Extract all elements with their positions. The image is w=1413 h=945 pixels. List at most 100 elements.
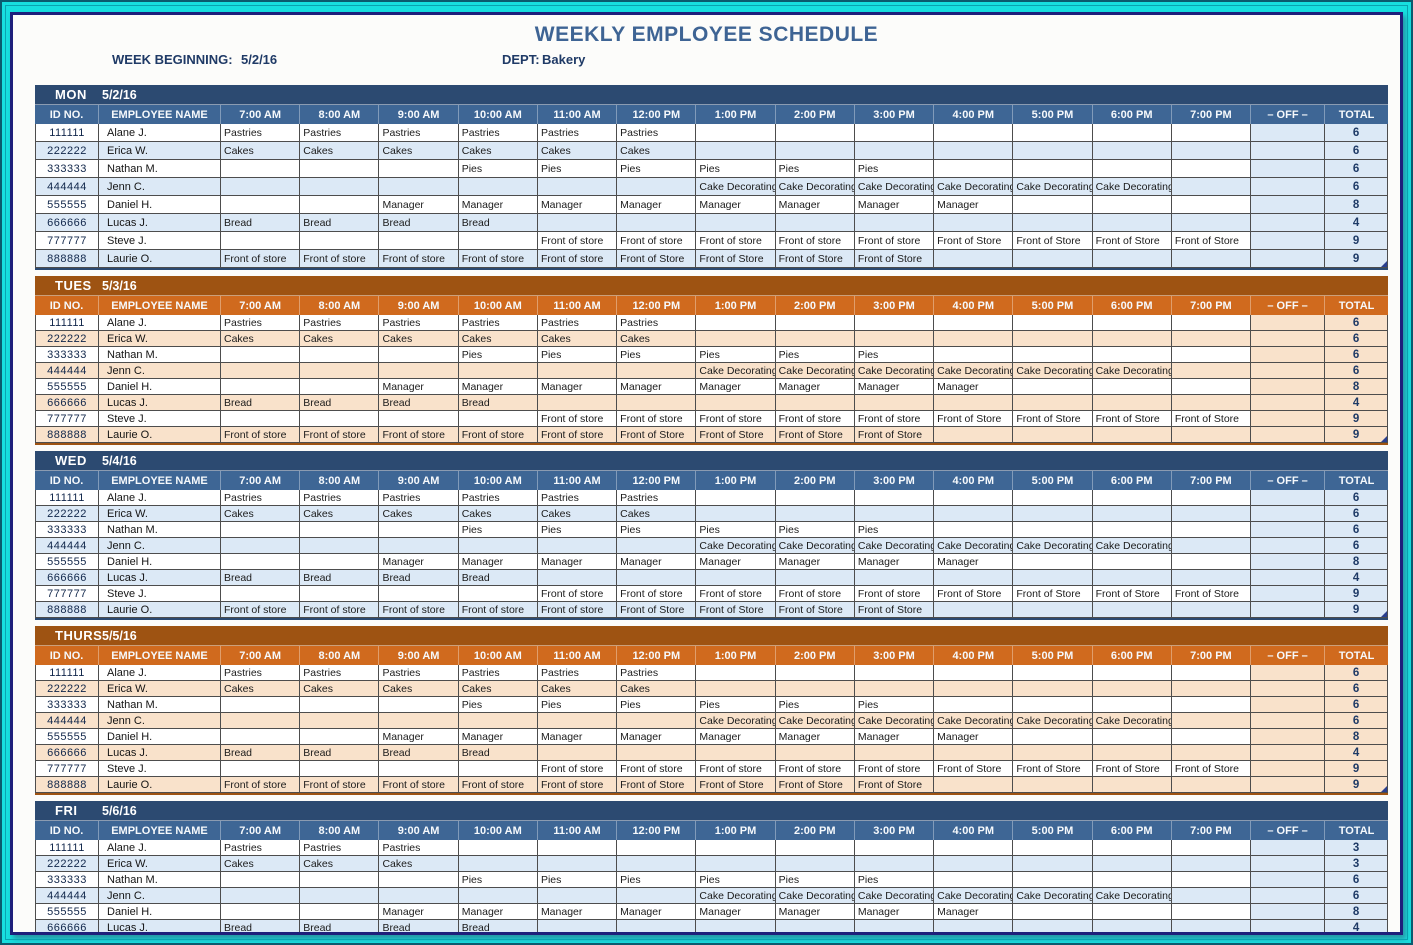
shift-cell[interactable]: Pies [854,522,935,538]
employee-id-cell[interactable]: 777777 [35,586,99,602]
shift-cell[interactable] [1092,427,1172,443]
shift-cell[interactable] [775,124,855,142]
off-cell[interactable] [1251,250,1326,268]
total-cell[interactable]: 4 [1325,395,1389,411]
shift-cell[interactable]: Pastries [617,124,697,142]
shift-cell[interactable] [379,538,459,554]
shift-cell[interactable]: Pies [696,347,776,363]
off-cell[interactable] [1251,586,1326,602]
shift-cell[interactable]: Bread [458,745,538,761]
shift-cell[interactable]: Front of store [379,602,459,618]
shift-cell[interactable] [221,379,301,395]
shift-cell[interactable]: Manager [458,554,538,570]
shift-cell[interactable] [300,713,380,729]
shift-cell[interactable] [775,681,855,697]
shift-cell[interactable] [537,214,618,232]
shift-cell[interactable]: Front of Store [775,777,855,793]
shift-cell[interactable] [537,856,618,872]
shift-cell[interactable]: Manager [537,196,618,214]
shift-cell[interactable] [300,522,380,538]
shift-cell[interactable] [1171,777,1252,793]
employee-id-cell[interactable]: 333333 [35,347,99,363]
shift-cell[interactable]: Bread [458,214,538,232]
shift-cell[interactable]: Pastries [537,315,618,331]
shift-cell[interactable] [221,713,301,729]
shift-cell[interactable] [1092,840,1172,856]
shift-cell[interactable] [1013,602,1093,618]
shift-cell[interactable] [934,427,1014,443]
shift-cell[interactable]: Manager [775,196,855,214]
shift-cell[interactable] [221,586,301,602]
shift-cell[interactable] [221,538,301,554]
employee-id-cell[interactable]: 555555 [35,196,99,214]
shift-cell[interactable]: Front of store [537,761,618,777]
shift-cell[interactable] [1171,363,1252,379]
off-cell[interactable] [1251,920,1326,932]
off-cell[interactable] [1251,745,1326,761]
shift-cell[interactable] [1013,142,1093,160]
employee-name-cell[interactable]: Daniel H. [99,196,221,214]
employee-id-cell[interactable]: 111111 [35,665,99,681]
shift-cell[interactable] [934,331,1014,347]
shift-cell[interactable]: Front of store [379,427,459,443]
shift-cell[interactable] [696,745,776,761]
shift-cell[interactable] [1171,538,1252,554]
shift-cell[interactable] [221,363,301,379]
shift-cell[interactable] [1171,160,1252,178]
shift-cell[interactable]: Pastries [379,840,459,856]
shift-cell[interactable]: Cake Decorating [696,713,776,729]
shift-cell[interactable]: Cakes [617,506,697,522]
shift-cell[interactable] [854,681,935,697]
total-cell[interactable]: 6 [1325,490,1389,506]
shift-cell[interactable] [854,331,935,347]
shift-cell[interactable]: Front of store [458,602,538,618]
employee-name-cell[interactable]: Erica W. [99,681,221,697]
shift-cell[interactable]: Pies [617,697,697,713]
shift-cell[interactable] [458,840,538,856]
shift-cell[interactable] [1013,570,1093,586]
shift-cell[interactable] [1092,379,1172,395]
employee-id-cell[interactable]: 333333 [35,872,99,888]
total-cell[interactable]: 8 [1325,196,1389,214]
shift-cell[interactable] [775,214,855,232]
shift-cell[interactable]: Cakes [221,856,301,872]
employee-name-cell[interactable]: Jenn C. [99,888,221,904]
shift-cell[interactable]: Front of Store [1171,586,1252,602]
employee-id-cell[interactable]: 222222 [35,681,99,697]
shift-cell[interactable]: Manager [379,554,459,570]
shift-cell[interactable]: Pastries [617,490,697,506]
shift-cell[interactable] [775,490,855,506]
employee-name-cell[interactable]: Nathan M. [99,522,221,538]
shift-cell[interactable] [934,506,1014,522]
total-cell[interactable]: 6 [1325,178,1389,196]
shift-cell[interactable]: Front of Store [1171,411,1252,427]
shift-cell[interactable]: Manager [379,729,459,745]
shift-cell[interactable]: Manager [775,554,855,570]
shift-cell[interactable]: Cakes [379,681,459,697]
shift-cell[interactable] [300,160,380,178]
off-cell[interactable] [1251,411,1326,427]
shift-cell[interactable]: Manager [854,729,935,745]
shift-cell[interactable]: Front of store [617,232,697,250]
shift-cell[interactable] [1171,522,1252,538]
shift-cell[interactable]: Front of Store [1013,586,1093,602]
shift-cell[interactable] [379,347,459,363]
shift-cell[interactable]: Cake Decorating [934,538,1014,554]
shift-cell[interactable]: Pastries [300,840,380,856]
shift-cell[interactable]: Cake Decorating [854,538,935,554]
shift-cell[interactable] [300,729,380,745]
employee-id-cell[interactable]: 666666 [35,745,99,761]
shift-cell[interactable]: Front of Store [617,427,697,443]
shift-cell[interactable] [379,411,459,427]
shift-cell[interactable]: Front of store [300,777,380,793]
shift-cell[interactable] [1013,665,1093,681]
shift-cell[interactable]: Front of store [458,777,538,793]
shift-cell[interactable]: Cake Decorating [1013,713,1093,729]
employee-name-cell[interactable]: Laurie O. [99,602,221,618]
shift-cell[interactable]: Bread [221,745,301,761]
shift-cell[interactable] [221,872,301,888]
shift-cell[interactable] [1013,196,1093,214]
shift-cell[interactable]: Cakes [537,681,618,697]
employee-id-cell[interactable]: 444444 [35,538,99,554]
shift-cell[interactable]: Bread [300,214,380,232]
